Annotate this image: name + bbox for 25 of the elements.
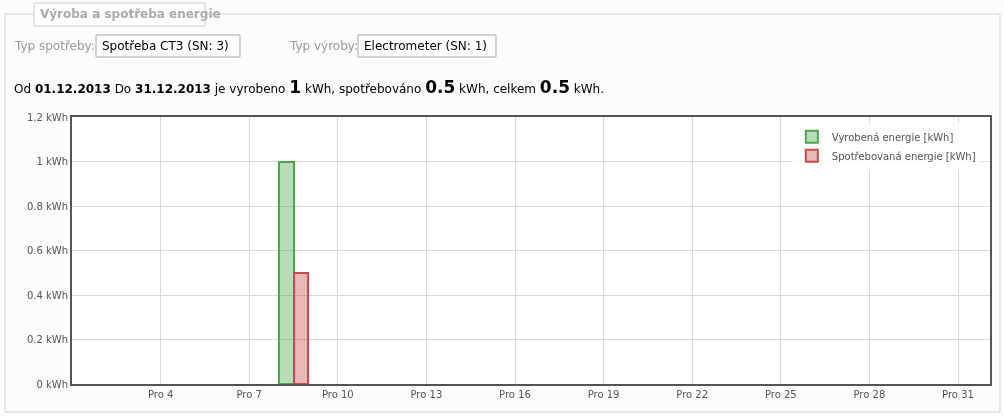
x-tick-label: Pro 16 <box>499 389 531 400</box>
y-tick-label: 0.8 kWh <box>26 200 68 212</box>
x-tick-label: Pro 13 <box>410 389 443 400</box>
y-tick-label: 0.6 kWh <box>26 245 68 256</box>
x-tick-label: Pro 10 <box>321 389 354 400</box>
y-tick-label: 0 kWh <box>36 378 68 390</box>
y-tick-label: 1 kWh <box>36 156 68 167</box>
text: Typ výroby: <box>289 39 359 53</box>
text: Spotřeba CT3 (SN: 3) <box>102 39 229 53</box>
y-tick-label: 0.2 kWh <box>26 334 68 345</box>
x-tick-label: Pro 31 <box>942 389 974 400</box>
x-tick-label: Pro 22 <box>676 389 709 400</box>
chart-title: Výroba a spotřeba energie <box>40 7 221 21</box>
text: Electrometer (SN: 1) <box>364 39 487 53</box>
x-tick-label: Pro 28 <box>853 389 886 400</box>
x-tick-label: Pro 19 <box>587 389 620 400</box>
x-tick-label: Pro 4 <box>147 389 174 400</box>
text: Od 01.12.2013 Do 31.12.2013 je vyrobeno 1 kWh, spotřebováno 0.5 kWh, celkem 0.5 kWh. <box>14 77 605 97</box>
text: Typ spotřeby: <box>14 39 95 53</box>
x-tick-label: Pro 7 <box>236 389 262 400</box>
legend-label: Vyrobená energie [kWh] <box>831 131 954 143</box>
y-tick-label: 0.4 kWh <box>26 289 68 301</box>
legend-label: Spotřebovaná energie [kWh] <box>831 150 976 162</box>
y-tick-label: 1.2 kWh <box>26 111 68 123</box>
x-tick-label: Pro 25 <box>764 389 797 400</box>
